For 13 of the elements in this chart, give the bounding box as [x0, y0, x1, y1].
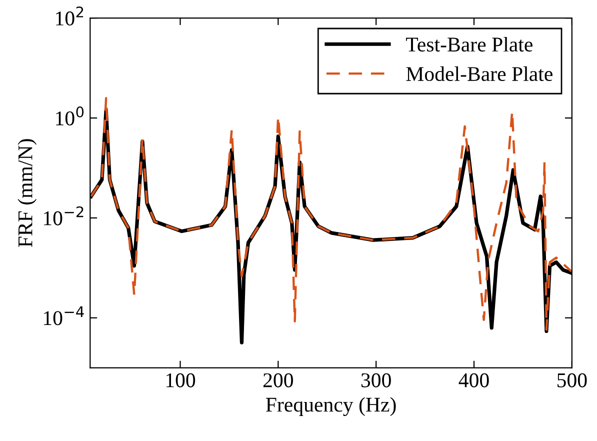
y-tick-label: 10$^{−2}$: [44, 206, 84, 226]
y-tick-label: 10$^{2}$: [56, 6, 84, 26]
legend-label: Test-Bare Plate: [406, 36, 532, 52]
x-tick-label: 400: [458, 373, 489, 388]
y-tick-label: 10$^{0}$: [56, 106, 84, 126]
y-axis-title: FRF (mm/N): [18, 139, 37, 248]
x-tick-label: 500: [558, 373, 587, 388]
y-tick-label: 10$^{−4}$: [44, 306, 84, 326]
legend-label: Model-Bare Plate: [406, 66, 552, 82]
x-tick-label: 300: [361, 373, 391, 388]
x-tick-label: 200: [263, 373, 293, 388]
x-tick-label: 100: [166, 373, 196, 388]
x-axis-title: Frequency (Hz): [266, 397, 396, 416]
